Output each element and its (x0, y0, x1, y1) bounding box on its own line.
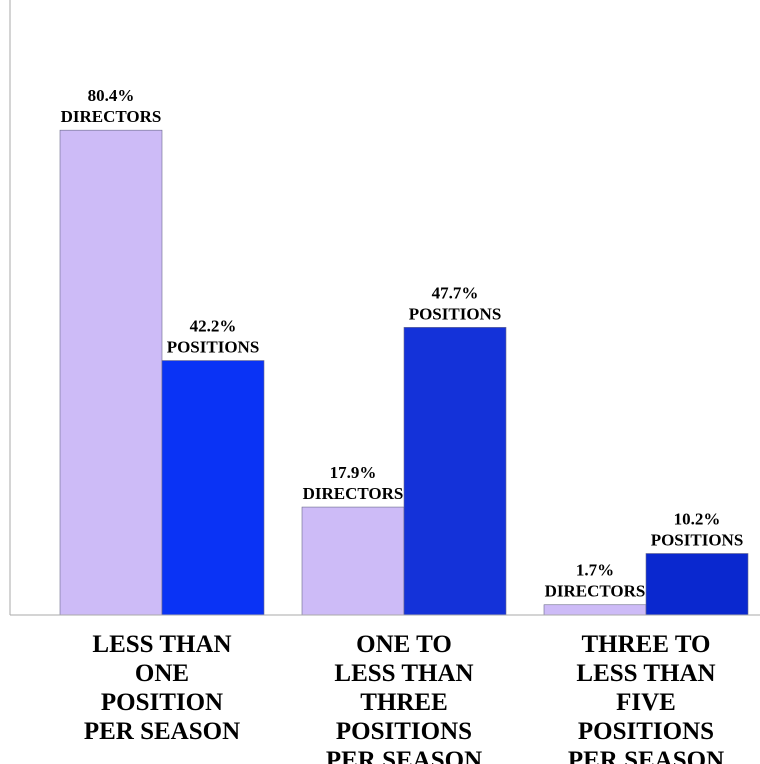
value-label-positions-3: 10.2% (674, 509, 721, 528)
bar-directors-1 (59, 129, 163, 616)
value-label-directors-1: 80.4% (88, 86, 135, 105)
category-label-2-line-4: POSITIONS (336, 718, 472, 745)
category-label-1-line-3: POSITION (101, 689, 223, 716)
value-label-directors-2: 17.9% (330, 463, 377, 482)
bar-directors-2 (301, 506, 405, 616)
series-label-positions-1: POSITIONS (167, 338, 260, 357)
category-label-3-line-4: POSITIONS (578, 718, 714, 745)
bars-layer (59, 129, 749, 616)
category-label-2-line-5: PER SEASON (326, 747, 482, 764)
category-label-1-line-4: PER SEASON (84, 718, 240, 745)
value-labels-layer: 80.4% DIRECTORS 42.2% POSITIONS 17.9% DIRECTO… (61, 86, 744, 601)
category-label-3-line-3: FIVE (616, 689, 676, 716)
bar-directors-3 (543, 604, 647, 616)
bar-positions-2 (403, 327, 507, 616)
category-label-2-line-1: ONE TO (356, 631, 452, 658)
category-label-3-line-5: PER SEASON (568, 747, 724, 764)
category-label-3-line-1: THREE TO (582, 631, 711, 658)
bar-positions-1 (161, 360, 265, 616)
bar-positions-3 (645, 553, 749, 616)
category-label-1-line-1: LESS THAN (92, 631, 231, 658)
category-label-3-line-2: LESS THAN (576, 660, 715, 687)
value-label-positions-2: 47.7% (432, 283, 479, 302)
value-label-positions-1: 42.2% (190, 317, 237, 336)
series-label-positions-2: POSITIONS (409, 304, 502, 323)
series-label-directors-2: DIRECTORS (303, 484, 404, 503)
series-label-directors-3: DIRECTORS (545, 582, 646, 601)
series-label-directors-1: DIRECTORS (61, 107, 162, 126)
category-label-2-line-2: LESS THAN (334, 660, 473, 687)
value-label-directors-3: 1.7% (576, 561, 614, 580)
category-label-2-line-3: THREE (360, 689, 448, 716)
category-label-1-line-2: ONE (135, 660, 189, 687)
series-label-positions-3: POSITIONS (651, 530, 744, 549)
